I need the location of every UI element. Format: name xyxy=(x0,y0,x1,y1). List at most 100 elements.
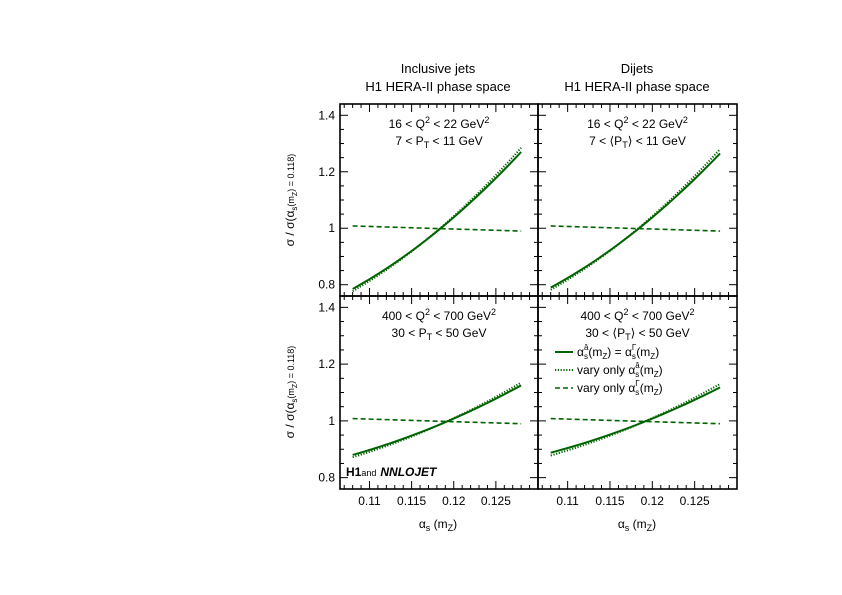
legend-1-sub2: Z xyxy=(602,352,607,361)
xlabel-right: αs (mZ) xyxy=(618,517,656,533)
ylabel-bottom-sub1: s xyxy=(290,399,299,403)
col-title-right-line1: Dijets xyxy=(621,61,654,76)
legend-1-eq: ) = α xyxy=(607,345,632,359)
ylabel-bottom-sub2: Z xyxy=(292,383,299,388)
xlabel-left-end: ) xyxy=(453,517,457,531)
panel-top-left-label-line-2: 7 < PT < 11 GeV xyxy=(395,134,482,150)
series-dashed xyxy=(352,417,522,425)
xlabel-right-end: ) xyxy=(652,517,656,531)
xlabel-left: αs (mZ) xyxy=(419,517,457,533)
legend-2-sup: â xyxy=(635,361,640,370)
legend-1-mid: (m xyxy=(588,345,602,359)
x-tick-label: 0.11 xyxy=(358,494,381,508)
x-tick-label: 0.12 xyxy=(442,494,466,508)
y-tick-label: 0.8 xyxy=(318,471,335,485)
panel-top-right-label-line-2: 7 < ⟨PT⟩ < 11 GeV xyxy=(589,134,686,150)
x-tick-label: 0.125 xyxy=(481,494,511,508)
panel-top-left-frame xyxy=(339,103,539,297)
legend-3-sub2: Z xyxy=(654,388,659,397)
xlabel-left-mid: (m xyxy=(430,517,447,531)
legend-1-sub4: Z xyxy=(650,352,655,361)
xlabel-right-mid: (m xyxy=(629,517,646,531)
legend-3-close: ) xyxy=(659,381,663,395)
legend-entry-1: αsâ(mZ) = αsΓ(mZ) xyxy=(577,343,659,361)
legend: αsâ(mZ) = αsΓ(mZ) vary only αsâ(mZ) vary… xyxy=(555,343,663,397)
y-tick-label: 1.2 xyxy=(318,357,335,371)
xlabel-left-main: α xyxy=(419,517,426,531)
legend-2-pre: vary only α xyxy=(577,363,635,377)
x-tick-label: 0.11 xyxy=(556,494,579,508)
ylabel-bottom: σ / σ(αs(mZ) = 0.118) xyxy=(283,346,299,439)
legend-2-sub: s xyxy=(635,370,639,379)
series-dashed xyxy=(352,225,522,232)
legend-2-mid: (m xyxy=(640,363,654,377)
col-title-right-line2: H1 HERA-II phase space xyxy=(564,79,709,94)
y-tick-label: 0.8 xyxy=(318,278,335,292)
y-tick-label: 1 xyxy=(328,221,335,235)
series-dotted xyxy=(352,147,522,293)
x-tick-label: 0.12 xyxy=(641,494,665,508)
legend-entry-3: vary only αsΓ(mZ) xyxy=(577,379,663,397)
ylabel-top: σ / σ(αs(mZ) = 0.118) xyxy=(283,154,299,247)
panel-bottom-left: 0.8 1 1.2 1.4 0.11 0.115 0.12 0.125 400 < Q2 < 7… xyxy=(318,295,539,508)
legend-1-sup: â xyxy=(584,343,589,352)
y-tick-label: 1.2 xyxy=(318,165,335,179)
y-tick-label: 1.4 xyxy=(318,108,335,122)
xlabel-left-sub2: Z xyxy=(448,523,454,533)
legend-3-pre: vary only α xyxy=(577,381,635,395)
panel-top-left: 0.8 1 1.2 1.4 16 < Q2 < 22 GeV2 7 < PT < 11 G… xyxy=(318,103,539,297)
xlabel-right-sub2: Z xyxy=(647,523,653,533)
series-dotted xyxy=(550,148,721,291)
logo-and: and xyxy=(361,468,376,478)
y-tick-label: 1 xyxy=(328,414,335,428)
svg-text:σ / σ(αs(mZ) = 0.118): σ / σ(αs(mZ) = 0.118) xyxy=(283,346,299,439)
series-dashed xyxy=(550,417,721,425)
ylabel-top-main: σ / σ(α xyxy=(283,211,297,247)
xlabel-right-sub1: s xyxy=(625,523,630,533)
legend-entry-2: vary only αsâ(mZ) xyxy=(577,361,663,379)
ylabel-top-mid: (m xyxy=(286,196,296,207)
ylabel-bottom-mid: (m xyxy=(286,388,296,399)
legend-1-sub3: s xyxy=(632,352,636,361)
x-tick-label: 0.125 xyxy=(680,494,710,508)
logo-h1: H1 xyxy=(346,465,362,479)
y-tick-label: 1.4 xyxy=(318,300,335,314)
ylabel-top-sub1: s xyxy=(290,207,299,211)
panel-bottom-left-label-line-1: 400 < Q2 < 700 GeV2 xyxy=(382,307,496,323)
panel-top-right-label-line-1: 16 < Q2 < 22 GeV2 xyxy=(587,115,688,131)
logo-nnlojet: NNLOJET xyxy=(380,465,438,479)
legend-1-end: (m xyxy=(636,345,650,359)
series-dashed xyxy=(550,225,721,232)
series-solid xyxy=(550,152,721,289)
col-title-left-line2: H1 HERA-II phase space xyxy=(365,79,510,94)
panel-top-right-frame xyxy=(537,103,738,297)
ylabel-bottom-main: σ / σ(α xyxy=(283,403,297,439)
legend-3-sup: Γ xyxy=(635,379,640,388)
svg-text:σ / σ(αs(mZ) = 0.118): σ / σ(αs(mZ) = 0.118) xyxy=(283,154,299,247)
panel-top-right: 16 < Q2 < 22 GeV2 7 < ⟨PT⟩ < 11 GeV xyxy=(537,103,738,297)
ylabel-bottom-end: ) = 0.118) xyxy=(286,346,296,384)
panel-bottom-left-label-line-2: 30 < PT < 50 GeV xyxy=(392,326,487,342)
ylabel-top-end: ) = 0.118) xyxy=(286,154,296,192)
series-dotted xyxy=(352,381,522,459)
legend-3-mid: (m xyxy=(640,381,654,395)
panel-bottom-right: 0.11 0.115 0.12 0.125 400 < Q2 < 700 GeV2 30 … xyxy=(537,295,738,508)
panel-bottom-right-label-line-2: 30 < ⟨PT⟩ < 50 GeV xyxy=(585,326,689,342)
logo: H1and NNLOJET xyxy=(346,465,438,479)
legend-1-close: ) xyxy=(655,345,659,359)
panels: 0.8 1 1.2 1.4 16 < Q2 < 22 GeV2 7 < PT < 11 G… xyxy=(318,103,738,508)
legend-2-close: ) xyxy=(659,363,663,377)
legend-2-sub2: Z xyxy=(654,370,659,379)
panel-bottom-right-label-line-1: 400 < Q2 < 700 GeV2 xyxy=(580,307,694,323)
series-dotted xyxy=(550,383,721,457)
legend-1-pre: α xyxy=(577,345,584,359)
xlabel-right-main: α xyxy=(618,517,625,531)
x-tick-label: 0.115 xyxy=(595,494,624,508)
col-title-left-line1: Inclusive jets xyxy=(401,61,476,76)
series-solid xyxy=(352,151,522,290)
xlabel-left-sub1: s xyxy=(426,523,431,533)
legend-1-sup3: Γ xyxy=(632,343,637,352)
x-tick-label: 0.115 xyxy=(397,494,426,508)
ylabel-top-sub2: Z xyxy=(292,191,299,196)
